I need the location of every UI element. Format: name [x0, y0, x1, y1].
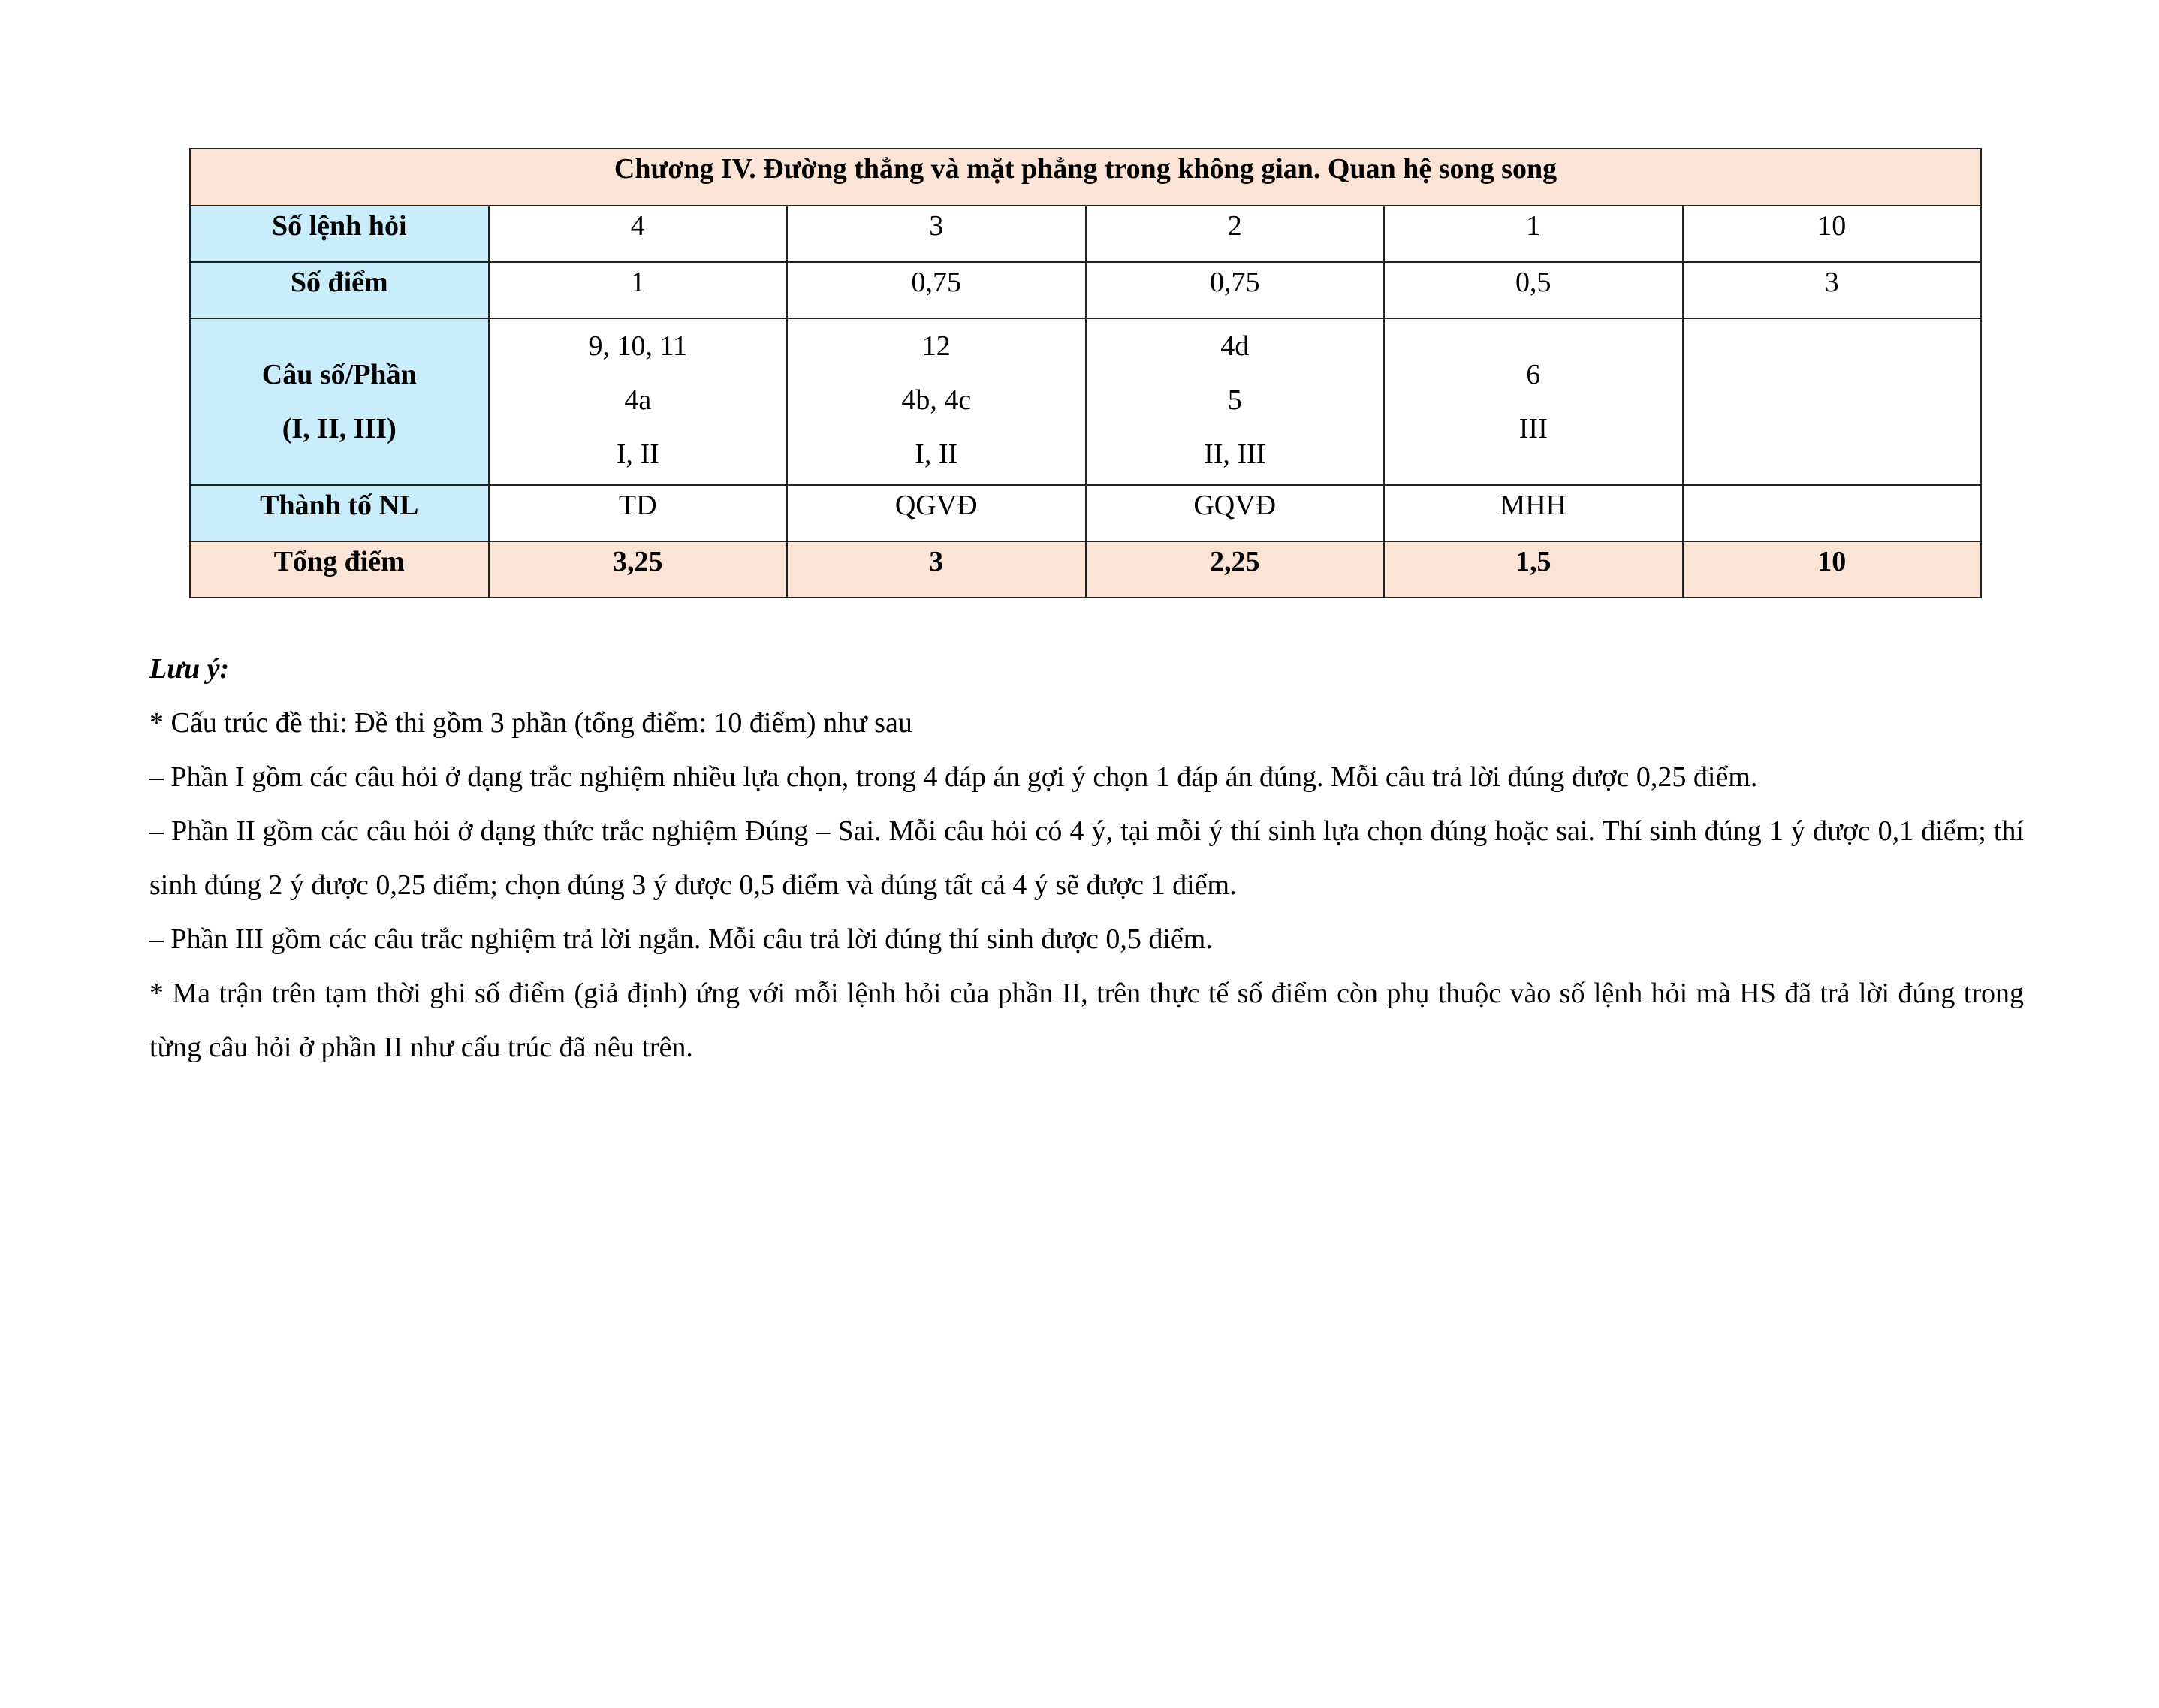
table-row-so-lenh-hoi: Số lệnh hỏi 4 3 2 1 10 — [189, 205, 1982, 263]
cell-line: 4d — [1220, 330, 1250, 362]
cell-line: 4b, 4c — [901, 384, 972, 416]
row-label: Số điểm — [189, 261, 490, 319]
row-label-line: (I, II, III) — [282, 413, 397, 444]
row-label-line: Câu số/Phần — [261, 359, 417, 390]
cell-line: III — [1518, 413, 1548, 444]
cell-line: 5 — [1227, 384, 1242, 416]
cell: 3 — [786, 205, 1087, 263]
cell: 0,5 — [1383, 261, 1684, 319]
cell: 4 — [487, 205, 788, 263]
table-row-cau-so-phan: Câu số/Phần (I, II, III) 9, 10, 11 4a I,… — [189, 318, 1982, 486]
cell: 12 4b, 4c I, II — [786, 318, 1087, 486]
cell-empty — [1681, 318, 1982, 486]
cell: 9, 10, 11 4a I, II — [487, 318, 788, 486]
cell: 3 — [1681, 261, 1982, 319]
cell-line: 4a — [624, 384, 652, 416]
cell: 2 — [1084, 205, 1385, 263]
note-paragraph: * Ma trận trên tạm thời ghi số điểm (giả… — [149, 978, 2024, 1063]
row-label: Thành tố NL — [189, 484, 490, 542]
cell: 0,75 — [1084, 261, 1385, 319]
row-label: Số lệnh hỏi — [189, 205, 490, 263]
cell: GQVĐ — [1084, 484, 1385, 542]
cell: 0,75 — [786, 261, 1087, 319]
cell: 3 — [786, 541, 1087, 598]
cell: QGVĐ — [786, 484, 1087, 542]
cell: 1 — [487, 261, 788, 319]
cell: 6 III — [1383, 318, 1684, 486]
note-paragraph: * Cấu trúc đề thi: Đề thi gồm 3 phần (tổ… — [149, 707, 912, 739]
cell: 10 — [1681, 541, 1982, 598]
table-row-so-diem: Số điểm 1 0,75 0,75 0,5 3 — [189, 261, 1982, 319]
cell: 4d 5 II, III — [1084, 318, 1385, 486]
row-label: Câu số/Phần (I, II, III) — [189, 318, 490, 486]
cell-line: I, II — [915, 438, 958, 470]
cell: 3,25 — [487, 541, 788, 598]
cell-line: 9, 10, 11 — [588, 330, 688, 362]
cell-line: 12 — [921, 330, 951, 362]
table-row-thanh-to-nl: Thành tố NL TD QGVĐ GQVĐ MHH — [189, 484, 1982, 542]
cell-line: II, III — [1204, 438, 1266, 470]
cell: 10 — [1681, 205, 1982, 263]
cell: 2,25 — [1084, 541, 1385, 598]
row-label: Tổng điểm — [189, 541, 490, 598]
assessment-matrix-table: Chương IV. Đường thẳng và mặt phẳng tron… — [189, 148, 1982, 598]
cell: 1,5 — [1383, 541, 1684, 598]
note-paragraph: – Phần III gồm các câu trắc nghiệm trả l… — [149, 923, 1213, 955]
cell: TD — [487, 484, 788, 542]
cell — [1681, 484, 1982, 542]
table-title-row: Chương IV. Đường thẳng và mặt phẳng tron… — [189, 148, 1982, 206]
cell: 1 — [1383, 205, 1684, 263]
chapter-title: Chương IV. Đường thẳng và mặt phẳng tron… — [189, 148, 1982, 206]
note-paragraph: – Phần II gồm các câu hỏi ở dạng thức tr… — [149, 815, 2024, 901]
table-row-tong-diem: Tổng điểm 3,25 3 2,25 1,5 10 — [189, 541, 1982, 598]
note-paragraph: – Phần I gồm các câu hỏi ở dạng trắc ngh… — [149, 761, 1758, 793]
cell: MHH — [1383, 484, 1684, 542]
cell-line: 6 — [1526, 359, 1541, 390]
cell-line: I, II — [616, 438, 659, 470]
notes-section: Lưu ý: * Cấu trúc đề thi: Đề thi gồm 3 p… — [149, 642, 2024, 1074]
notes-heading: Lưu ý: — [149, 653, 230, 685]
